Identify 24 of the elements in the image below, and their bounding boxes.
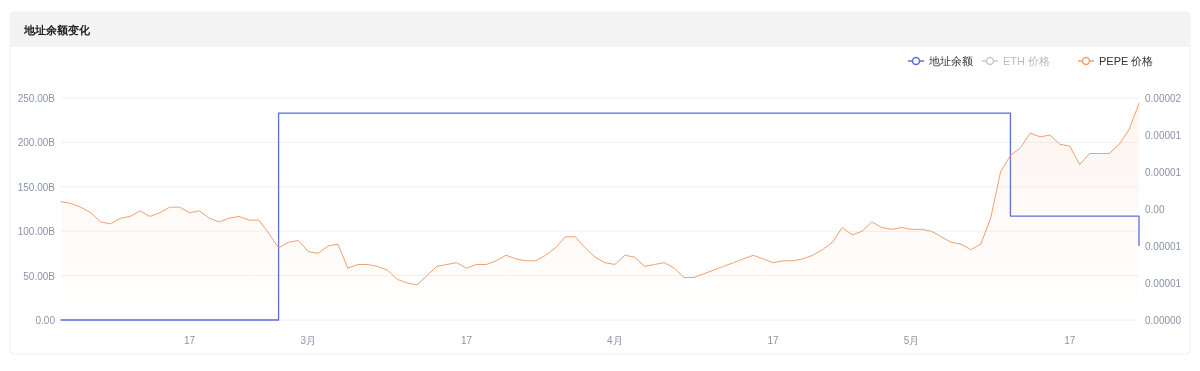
x-tick-label: 4月 [607,335,623,346]
y2-tick-label: 0.00001 [1145,167,1182,178]
y-tick-label: 250.00B [17,93,56,104]
y-tick-label: 200.00B [17,137,56,149]
legend-label: ETH 价格 [1003,55,1051,67]
y2-tick-label: 0.00002 [1145,93,1182,104]
y2-tick-label: 0.00000 [1145,315,1182,326]
chart-title: 地址余额变化 [23,24,91,36]
y2-tick-label: 0.00001 [1145,130,1182,141]
y-tick-label: 150.00B [17,181,56,193]
x-tick-label: 3月 [300,335,317,346]
y2-tick-label: 0.00001 [1145,241,1182,252]
x-tick-label: 17 [1064,335,1076,346]
legend-label: PEPE 价格 [1099,55,1154,67]
x-tick-label: 17 [767,335,780,346]
y-tick-label: 50.00B [23,270,56,282]
y2-tick-label: 0.00001 [1145,278,1182,289]
legend-label: 地址余额 [928,55,973,67]
y-tick-label: 0.00 [35,315,56,326]
x-tick-label: 5月 [903,335,920,346]
x-tick-label: 17 [460,335,473,346]
x-tick-label: 17 [184,335,196,346]
y2-tick-label: 0.00 [1145,204,1165,215]
y-tick-label: 100.00B [17,226,56,238]
